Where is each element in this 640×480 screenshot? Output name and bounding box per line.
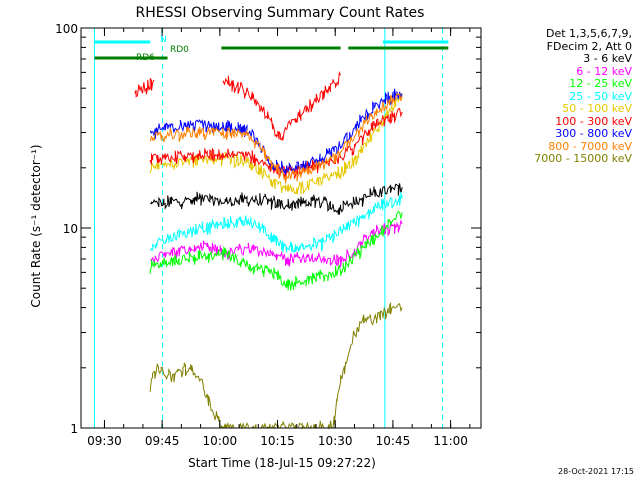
series-lines (134, 70, 403, 430)
legend: Det 1,3,5,6,7,9, FDecim 2, Att 0 3 - 6 ke… (470, 27, 632, 166)
x-tick-label-0: 09:30 (87, 434, 122, 448)
y-tick-label-1: 10 (63, 222, 78, 236)
series-line-1 (150, 219, 403, 268)
chart-title: RHESSI Observing Summary Count Rates (136, 5, 425, 21)
bar-label-rd0: RD0 (170, 45, 189, 55)
y-axis-label: Count Rate (s⁻¹ detector⁻¹) (29, 144, 43, 307)
legend-item: 800 - 7000 keV (548, 139, 632, 153)
legend-header: Det 1,3,5,6,7,9, FDecim 2, Att 0 (470, 27, 632, 53)
series-line-8 (149, 302, 403, 430)
legend-header-line: Det 1,3,5,6,7,9, (545, 27, 632, 40)
series-line-7 (149, 92, 403, 184)
legend-item: 50 - 100 keV (562, 102, 632, 115)
series-line-0 (150, 183, 403, 215)
x-tick-label-1: 09:45 (145, 434, 180, 448)
series-line-3 (149, 192, 403, 253)
x-tick-label-3: 10:15 (260, 434, 295, 448)
axes: 1 10 100 09:30 09:45 10:00 10:15 10:30 10:45 11:0… (55, 22, 482, 448)
y-tick-label-0: 1 (70, 422, 78, 436)
legend-item: 7000 - 15000 keV (534, 152, 632, 165)
legend-item: 3 - 6 keV (583, 52, 632, 65)
legend-header-line: FDecim 2, Att 0 (546, 39, 632, 53)
legend-items: 3 - 6 keV 6 - 12 keV 12 - 25 keV 25 - 50 ke… (470, 52, 632, 166)
series-line-2 (149, 210, 403, 291)
status-bars: N RD0 RD6 (94, 35, 449, 63)
legend-item: 6 - 12 keV (576, 64, 632, 78)
legend-item: 12 - 25 keV (569, 77, 632, 90)
x-axis-label: Start Time (18-Jul-15 09:27:22) (188, 456, 376, 470)
series-line-9 (222, 70, 342, 141)
date-stamp: 28-Oct-2021 17:15 (558, 467, 634, 476)
x-tick-label-5: 10:45 (376, 434, 411, 448)
bar-label-n: N (160, 35, 167, 45)
x-tick-label-4: 10:30 (318, 434, 353, 448)
x-tick-label-2: 10:00 (203, 434, 238, 448)
legend-item: 300 - 800 keV (555, 127, 632, 140)
series-line-10 (134, 77, 155, 98)
legend-item: 100 - 300 keV (555, 114, 632, 128)
y-tick-label-2: 100 (55, 22, 78, 36)
legend-item: 25 - 50 keV (569, 89, 632, 103)
x-tick-label-6: 11:00 (433, 434, 468, 448)
series-line-4 (149, 93, 403, 195)
